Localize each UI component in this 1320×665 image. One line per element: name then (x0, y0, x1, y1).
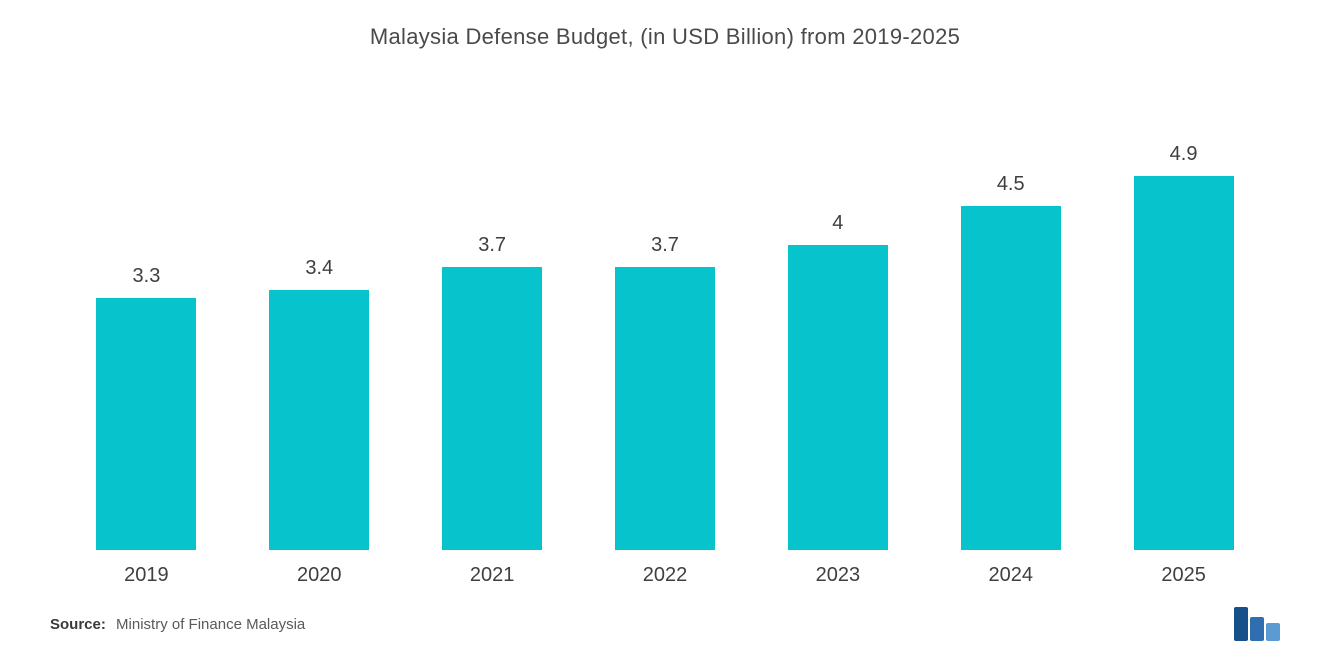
x-tick-label: 2020 (233, 564, 406, 587)
bar-value-label: 3.7 (478, 234, 506, 257)
bar (442, 267, 542, 550)
bar-plot: 3.3 3.4 3.7 3.7 4 4.5 4.9 (50, 70, 1280, 550)
bar-column: 3.7 (406, 70, 579, 550)
x-tick-label: 2024 (924, 564, 1097, 587)
chart-container: Malaysia Defense Budget, (in USD Billion… (0, 0, 1320, 665)
bar-value-label: 3.7 (651, 234, 679, 257)
bar-column: 3.4 (233, 70, 406, 550)
logo-bar-2 (1250, 617, 1264, 641)
x-tick-label: 2019 (60, 564, 233, 587)
x-axis: 2019202020212022202320242025 (50, 550, 1280, 587)
bar-column: 3.3 (60, 70, 233, 550)
chart-footer: Source: Ministry of Finance Malaysia (50, 607, 1280, 641)
logo-bar-3 (1266, 623, 1280, 641)
x-tick-label: 2022 (579, 564, 752, 587)
source-text: Ministry of Finance Malaysia (116, 616, 305, 633)
bar-column: 4 (751, 70, 924, 550)
bar-value-label: 4.9 (1170, 143, 1198, 166)
bar (961, 206, 1061, 550)
logo-bar-1 (1234, 607, 1248, 641)
bar-value-label: 4 (832, 212, 843, 235)
bar-value-label: 4.5 (997, 173, 1025, 196)
chart-title: Malaysia Defense Budget, (in USD Billion… (50, 24, 1280, 50)
bar-column: 3.7 (579, 70, 752, 550)
source-line: Source: Ministry of Finance Malaysia (50, 616, 305, 633)
bar-column: 4.9 (1097, 70, 1270, 550)
source-label: Source: (50, 616, 106, 633)
x-tick-label: 2021 (406, 564, 579, 587)
bar (788, 245, 888, 550)
bar-value-label: 3.3 (133, 265, 161, 288)
x-tick-label: 2023 (751, 564, 924, 587)
bar (615, 267, 715, 550)
logo-icon (1234, 607, 1280, 641)
bar-value-label: 3.4 (305, 257, 333, 280)
bar (1134, 176, 1234, 550)
bar (269, 290, 369, 550)
x-tick-label: 2025 (1097, 564, 1270, 587)
bar (96, 298, 196, 550)
bar-column: 4.5 (924, 70, 1097, 550)
